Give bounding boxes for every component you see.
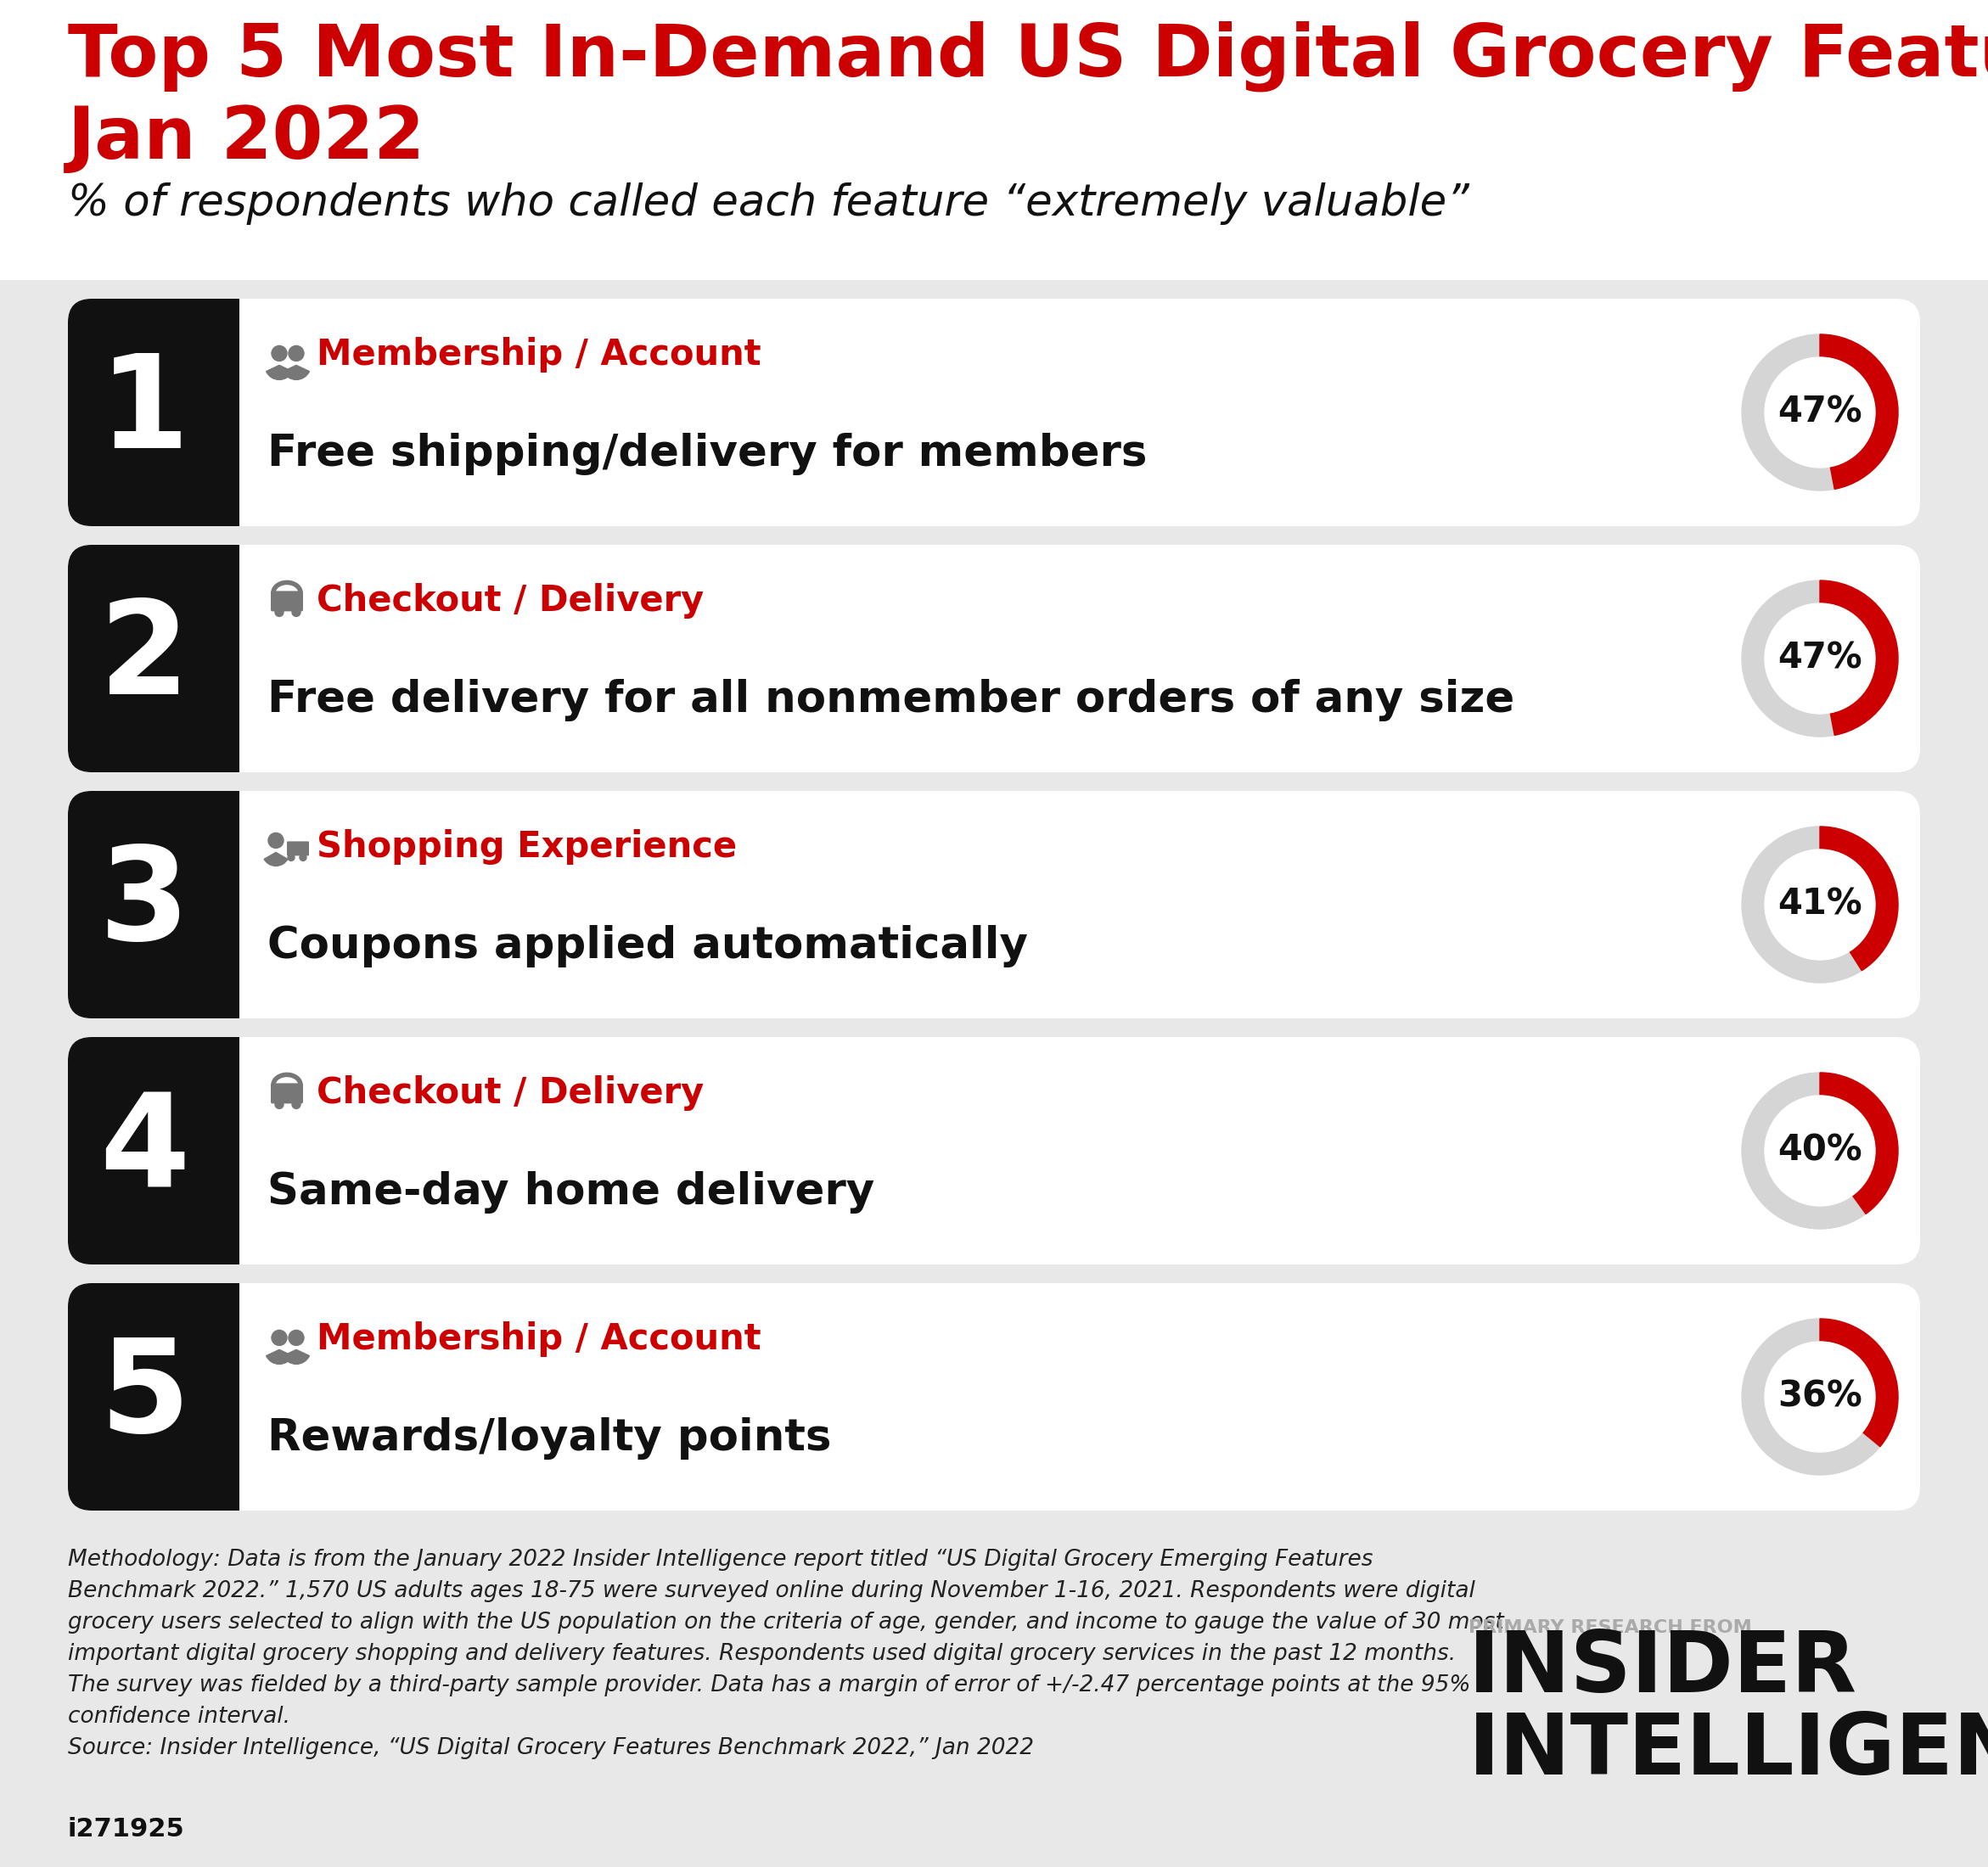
- Text: Coupons applied automatically: Coupons applied automatically: [268, 924, 1028, 967]
- Text: PRIMARY RESEARCH FROM: PRIMARY RESEARCH FROM: [1469, 1619, 1751, 1635]
- FancyBboxPatch shape: [68, 792, 237, 1018]
- Circle shape: [1741, 334, 1899, 491]
- Text: 36%: 36%: [1777, 1380, 1863, 1415]
- FancyBboxPatch shape: [213, 1283, 239, 1510]
- Text: Top 5 Most In-Demand US Digital Grocery Features,: Top 5 Most In-Demand US Digital Grocery …: [68, 21, 1988, 91]
- Text: grocery users selected to align with the US population on the criteria of age, g: grocery users selected to align with the…: [68, 1611, 1505, 1634]
- Text: Source: Insider Intelligence, “US Digital Grocery Features Benchmark 2022,” Jan : Source: Insider Intelligence, “US Digita…: [68, 1736, 1034, 1759]
- FancyBboxPatch shape: [68, 299, 237, 526]
- FancyBboxPatch shape: [68, 299, 1920, 526]
- Circle shape: [1765, 1096, 1875, 1206]
- FancyBboxPatch shape: [270, 592, 302, 611]
- Circle shape: [1741, 1318, 1899, 1475]
- FancyBboxPatch shape: [270, 1083, 302, 1103]
- Circle shape: [292, 1100, 300, 1109]
- Circle shape: [1765, 357, 1875, 467]
- Text: 47%: 47%: [1777, 640, 1863, 676]
- Text: 1: 1: [99, 349, 189, 476]
- FancyBboxPatch shape: [68, 545, 237, 773]
- FancyBboxPatch shape: [68, 1283, 237, 1510]
- Circle shape: [268, 833, 284, 848]
- Circle shape: [1741, 581, 1899, 737]
- Circle shape: [1765, 603, 1875, 713]
- Wedge shape: [266, 1350, 292, 1365]
- Text: Same-day home delivery: Same-day home delivery: [268, 1171, 875, 1214]
- Text: Checkout / Delivery: Checkout / Delivery: [316, 583, 704, 620]
- Circle shape: [1765, 1342, 1875, 1453]
- Wedge shape: [282, 1350, 310, 1365]
- Circle shape: [272, 1329, 286, 1346]
- Text: Shopping Experience: Shopping Experience: [316, 829, 738, 864]
- FancyBboxPatch shape: [213, 299, 239, 526]
- Wedge shape: [1819, 1318, 1899, 1447]
- Wedge shape: [266, 366, 292, 379]
- Circle shape: [288, 1329, 304, 1346]
- Circle shape: [300, 853, 306, 861]
- Text: 4: 4: [99, 1087, 189, 1214]
- Text: confidence interval.: confidence interval.: [68, 1706, 290, 1727]
- Text: 41%: 41%: [1777, 887, 1863, 922]
- Text: INTELLIGENCE: INTELLIGENCE: [1469, 1710, 1988, 1792]
- FancyBboxPatch shape: [0, 0, 1988, 280]
- Text: 2: 2: [99, 596, 189, 723]
- Text: important digital grocery shopping and delivery features. Respondents used digit: important digital grocery shopping and d…: [68, 1643, 1455, 1665]
- Text: Free delivery for all nonmember orders of any size: Free delivery for all nonmember orders o…: [268, 678, 1515, 721]
- Wedge shape: [1819, 334, 1899, 489]
- Wedge shape: [282, 366, 310, 379]
- Text: i271925: i271925: [68, 1817, 185, 1841]
- Text: Rewards/loyalty points: Rewards/loyalty points: [268, 1417, 831, 1460]
- Text: 3: 3: [99, 842, 189, 967]
- FancyBboxPatch shape: [213, 792, 239, 1018]
- Text: Free shipping/delivery for members: Free shipping/delivery for members: [268, 433, 1147, 474]
- Circle shape: [274, 609, 284, 616]
- Text: 40%: 40%: [1777, 1133, 1863, 1169]
- FancyBboxPatch shape: [68, 545, 1920, 773]
- Circle shape: [288, 345, 304, 360]
- Circle shape: [1765, 849, 1875, 960]
- Text: Methodology: Data is from the January 2022 Insider Intelligence report titled “U: Methodology: Data is from the January 20…: [68, 1550, 1374, 1570]
- FancyBboxPatch shape: [68, 792, 1920, 1018]
- Wedge shape: [1819, 581, 1899, 736]
- Text: Benchmark 2022.” 1,570 US adults ages 18-75 were surveyed online during November: Benchmark 2022.” 1,570 US adults ages 18…: [68, 1579, 1475, 1602]
- Circle shape: [292, 609, 300, 616]
- Circle shape: [1741, 827, 1899, 982]
- FancyBboxPatch shape: [68, 1036, 237, 1264]
- FancyBboxPatch shape: [286, 842, 308, 855]
- Text: INSIDER: INSIDER: [1469, 1628, 1857, 1710]
- Circle shape: [1741, 1074, 1899, 1228]
- Circle shape: [288, 853, 294, 861]
- Wedge shape: [264, 853, 288, 866]
- Circle shape: [272, 345, 286, 360]
- Wedge shape: [1819, 1074, 1899, 1214]
- Text: 47%: 47%: [1777, 394, 1863, 429]
- Text: The survey was fielded by a third-party sample provider. Data has a margin of er: The survey was fielded by a third-party …: [68, 1675, 1471, 1697]
- Wedge shape: [1819, 827, 1899, 971]
- Text: Membership / Account: Membership / Account: [316, 1322, 761, 1357]
- Circle shape: [274, 1100, 284, 1109]
- FancyBboxPatch shape: [213, 1036, 239, 1264]
- FancyBboxPatch shape: [213, 545, 239, 773]
- Text: Membership / Account: Membership / Account: [316, 338, 761, 373]
- FancyBboxPatch shape: [68, 1283, 1920, 1510]
- FancyBboxPatch shape: [68, 1036, 1920, 1264]
- Text: 5: 5: [99, 1333, 189, 1460]
- Text: Checkout / Delivery: Checkout / Delivery: [316, 1075, 704, 1111]
- Text: Jan 2022: Jan 2022: [68, 103, 425, 174]
- Text: % of respondents who called each feature “extremely valuable”: % of respondents who called each feature…: [68, 183, 1469, 224]
